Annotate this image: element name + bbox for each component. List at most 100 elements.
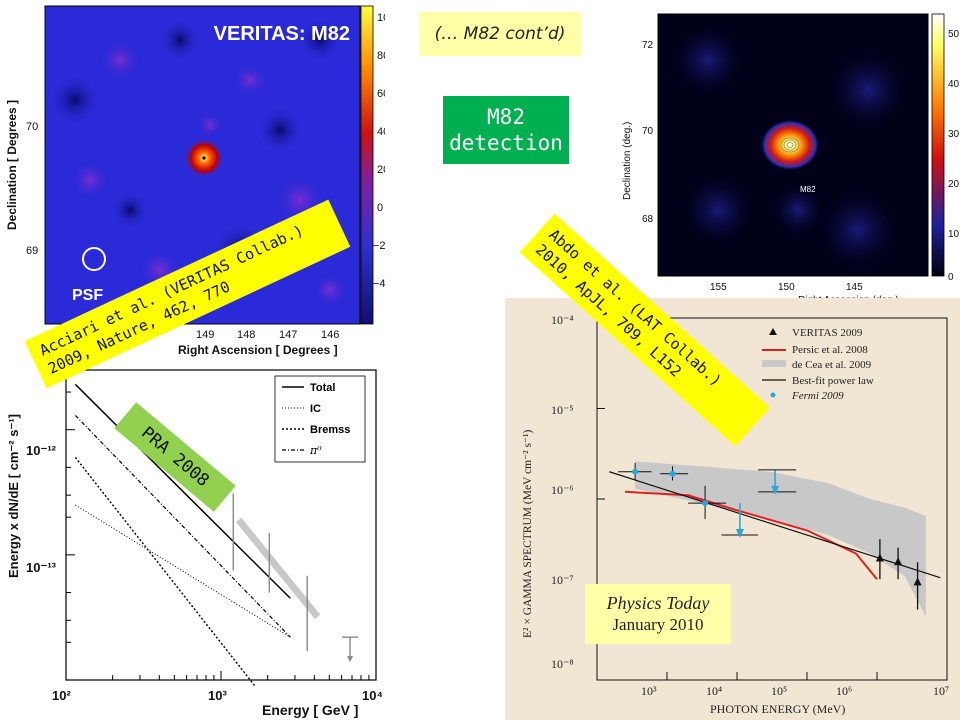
fermi-upper-limit-arrow	[735, 529, 744, 539]
physics-today-box: Physics Today January 2010	[585, 584, 731, 644]
veritas-map-title: VERITAS: M82	[214, 23, 350, 45]
gamma-spectrum-panel: VERITAS 2009 Persic et al. 2008 de Cea e…	[505, 298, 960, 720]
legend-veritas-marker	[769, 328, 777, 335]
lat-map-frame	[657, 13, 929, 277]
veritas-point	[894, 557, 903, 566]
gamma-y-tick: 10⁻⁵	[551, 403, 574, 417]
fermi-upper-limit-arrow	[771, 485, 780, 495]
lat-map-texture	[668, 20, 913, 275]
legend-total-label: Total	[310, 382, 335, 394]
model-legend-box	[274, 375, 366, 463]
persic-curve	[624, 490, 878, 580]
model-sed-legend: Total IC Bremss π⁰	[274, 375, 366, 463]
model-sed-panel: Total IC Bremss π⁰ 10² 10³ 10⁴ 10⁻¹² 10⁻…	[0, 360, 400, 720]
veritas-cbar-tick: −20	[373, 240, 385, 252]
model-y-tick: 10⁻¹³	[26, 560, 57, 575]
gamma-x-axis-label: PHOTON ENERGY (MeV)	[710, 702, 845, 716]
lat-colorbar-ticks: 50 40 30 20 10 0	[948, 29, 960, 283]
legend-pi0-label: π⁰	[309, 444, 322, 457]
gamma-spectrum-marks	[596, 317, 948, 681]
gamma-x-tick: 10⁶	[836, 684, 852, 698]
veritas-y-tick: 70	[26, 121, 38, 133]
model-x-tick: 10⁴	[362, 688, 383, 703]
lat-cbar-tick: 50	[948, 29, 960, 40]
title-box: (… M82 cont’d)	[419, 12, 581, 56]
model-series-line	[75, 504, 291, 638]
lat-colorbar	[931, 13, 945, 277]
legend-fermi-label: Fermi 2009	[791, 390, 844, 402]
model-series-line	[74, 457, 256, 687]
veritas-map-frame	[44, 5, 361, 325]
veritas-point	[875, 553, 884, 562]
veritas-point	[913, 577, 922, 586]
model-upper-limit-arrow	[347, 656, 354, 663]
lat-cbar-tick: 10	[948, 229, 960, 240]
lat-x-tick: 150	[778, 282, 795, 293]
lat-contours	[780, 137, 800, 153]
title-text: (… M82 cont’d)	[434, 24, 566, 44]
model-x-tick: 10³	[208, 688, 227, 703]
model-sed-marks	[65, 383, 377, 687]
lat-axis-ticks: 72 70 68 155 150 145	[642, 40, 863, 293]
psf-circle	[82, 247, 106, 271]
veritas-cbar-tick: 20	[377, 164, 385, 176]
lat-y-tick: 70	[642, 126, 654, 137]
legend-decea-label: de Cea et al. 2009	[792, 359, 872, 371]
legend-veritas-label: VERITAS 2009	[792, 327, 863, 339]
veritas-x-tick: 148	[237, 329, 255, 341]
veritas-cbar-tick: 100	[377, 12, 385, 24]
gamma-x-tick: 10³	[641, 684, 657, 698]
veritas-axis-ticks: 70 69 149 148 147 146	[26, 121, 339, 341]
veritas-cbar-tick: 40	[377, 126, 385, 138]
lat-m82-label: M82	[800, 185, 816, 194]
veritas-cbar-tick: 80	[377, 50, 385, 62]
lat-skymap: M82 50 40 30 20 10 0 72 70 68 155 150 14…	[622, 13, 960, 306]
veritas-y-axis-label: Declination [ Degrees ]	[5, 100, 19, 230]
veritas-cbar-tick: 0	[377, 202, 383, 214]
model-series-line	[74, 415, 291, 638]
model-y-tick: 10⁻¹²	[26, 443, 57, 458]
fermi-point	[632, 468, 639, 475]
veritas-x-tick: 147	[279, 329, 297, 341]
lat-cbar-tick: 20	[948, 179, 960, 190]
fermi-point	[702, 500, 709, 507]
veritas-y-tick: 69	[26, 245, 38, 257]
lat-cbar-tick: 40	[948, 79, 960, 90]
lat-x-tick: 145	[846, 282, 863, 293]
lat-y-tick: 68	[642, 214, 654, 225]
psf-label: PSF	[72, 287, 103, 304]
gamma-spectrum-chart: VERITAS 2009 Persic et al. 2008 de Cea e…	[522, 313, 949, 716]
legend-ic-label: IC	[310, 403, 321, 415]
veritas-x-tick: 146	[321, 329, 339, 341]
decea-band	[635, 461, 926, 617]
legend-fermi-marker	[770, 392, 776, 398]
veritas-x-axis-label: Right Ascension [ Degrees ]	[178, 343, 338, 357]
gamma-x-tick: 10⁷	[933, 684, 949, 698]
veritas-cbar-tick: 60	[377, 88, 385, 100]
physics-today-title: Physics Today	[606, 593, 710, 613]
model-grey-band	[235, 517, 321, 619]
lat-skymap-panel: M82 50 40 30 20 10 0 72 70 68 155 150 14…	[618, 0, 960, 310]
legend-bremss-label: Bremss	[310, 424, 350, 436]
gamma-y-axis-label: E² × GAMMA SPECTRUM (MeV cm⁻² s⁻¹)	[522, 430, 534, 638]
gamma-x-tick: 10⁴	[706, 684, 722, 698]
detection-box: M82 detection	[443, 96, 569, 164]
lat-cbar-tick: 30	[948, 129, 960, 140]
physics-today-date: January 2010	[612, 615, 704, 634]
detection-line-2: detection	[449, 131, 563, 155]
model-y-axis-label: Energy x dN/dE [ cm⁻² s⁻¹]	[6, 414, 21, 578]
gamma-spectrum-legend: VERITAS 2009 Persic et al. 2008 de Cea e…	[762, 327, 874, 402]
model-x-tick: 10²	[52, 688, 71, 703]
m82-lat-source	[760, 119, 820, 171]
model-sed-ticks: 10² 10³ 10⁴ 10⁻¹² 10⁻¹³	[26, 443, 383, 703]
lat-cbar-tick: 0	[948, 272, 954, 283]
lat-y-axis-label: Declination (deg.)	[622, 122, 633, 200]
lat-y-tick: 72	[642, 40, 654, 51]
veritas-x-tick: 149	[196, 329, 214, 341]
veritas-colorbar-ticks: 100 80 60 40 20 0 −20 −40	[373, 12, 385, 290]
fermi-point	[669, 470, 676, 477]
legend-decea-band	[762, 360, 786, 367]
gamma-spectrum-ticks: 10⁻⁴ 10⁻⁵ 10⁻⁶ 10⁻⁷ 10⁻⁸ 10³ 10⁴ 10⁵ 10⁶…	[551, 313, 949, 698]
gamma-y-tick: 10⁻⁸	[551, 657, 574, 671]
gamma-y-tick: 10⁻⁴	[551, 313, 574, 327]
